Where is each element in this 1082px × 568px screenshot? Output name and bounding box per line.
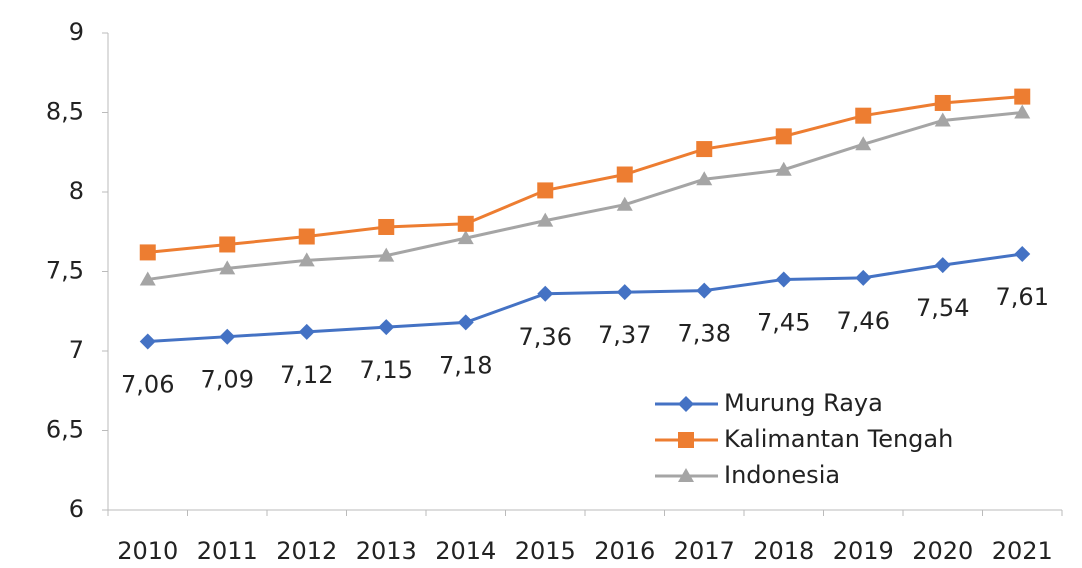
y-tick-label: 9 (69, 18, 84, 46)
series-line (147, 95, 1023, 254)
marker (616, 284, 633, 301)
marker (934, 94, 951, 111)
data-label: 7,38 (678, 320, 731, 348)
marker (696, 282, 713, 299)
marker (775, 271, 792, 288)
x-tick-label: 2018 (753, 537, 814, 565)
marker (775, 161, 792, 176)
marker (696, 171, 713, 186)
marker (934, 112, 951, 127)
data-label: 7,46 (837, 307, 890, 335)
x-tick-label: 2013 (356, 537, 417, 565)
data-label: 7,37 (598, 321, 651, 349)
marker (219, 328, 236, 345)
marker (298, 252, 315, 267)
x-tick-label: 2014 (435, 537, 496, 565)
y-tick-label: 8 (69, 177, 84, 205)
x-tick-label: 2019 (833, 537, 894, 565)
legend-label: Murung Raya (724, 389, 883, 417)
marker (457, 230, 474, 245)
y-tick-label: 7,5 (46, 257, 84, 285)
y-tick-label: 8,5 (46, 98, 84, 126)
data-label: 7,18 (439, 351, 492, 379)
marker (457, 215, 474, 232)
marker (1014, 88, 1031, 105)
marker (139, 271, 156, 286)
marker (139, 333, 156, 350)
x-tick-label: 2012 (276, 537, 337, 565)
marker (934, 257, 951, 274)
marker (616, 166, 633, 183)
marker (298, 228, 315, 245)
marker (219, 236, 236, 253)
data-label: 7,36 (519, 323, 572, 351)
legend-label: Indonesia (724, 461, 840, 489)
marker (139, 244, 156, 261)
legend-label: Kalimantan Tengah (724, 425, 953, 453)
marker (298, 323, 315, 340)
data-label: 7,61 (996, 283, 1049, 311)
x-tick-label: 2021 (992, 537, 1053, 565)
x-tick-label: 2010 (117, 537, 178, 565)
data-label: 7,15 (360, 356, 413, 384)
marker (537, 285, 554, 302)
marker (378, 319, 395, 336)
marker (378, 247, 395, 262)
data-label: 7,45 (757, 308, 810, 336)
y-tick-label: 7 (69, 336, 84, 364)
x-tick-label: 2016 (594, 537, 655, 565)
marker (1014, 104, 1031, 119)
marker (678, 468, 694, 482)
data-label: 7,06 (121, 370, 174, 398)
marker (616, 196, 633, 211)
data-label: 7,54 (916, 294, 969, 322)
y-tick-label: 6 (69, 495, 84, 523)
marker (537, 212, 554, 227)
data-label: 7,09 (201, 366, 254, 394)
y-tick-label: 6,5 (46, 416, 84, 444)
series-line (147, 111, 1023, 281)
marker (1014, 246, 1031, 263)
x-tick-label: 2011 (197, 537, 258, 565)
series-line (147, 252, 1023, 343)
marker (537, 182, 554, 199)
marker (219, 260, 236, 275)
x-tick-label: 2015 (515, 537, 576, 565)
data-label: 7,12 (280, 361, 333, 389)
marker (696, 141, 713, 158)
marker (378, 218, 395, 235)
marker (457, 314, 474, 331)
marker (855, 107, 872, 124)
marker (775, 128, 792, 145)
marker (855, 269, 872, 286)
marker (678, 432, 694, 448)
marker (678, 396, 694, 412)
x-tick-label: 2017 (674, 537, 735, 565)
marker (855, 136, 872, 151)
x-tick-label: 2020 (912, 537, 973, 565)
